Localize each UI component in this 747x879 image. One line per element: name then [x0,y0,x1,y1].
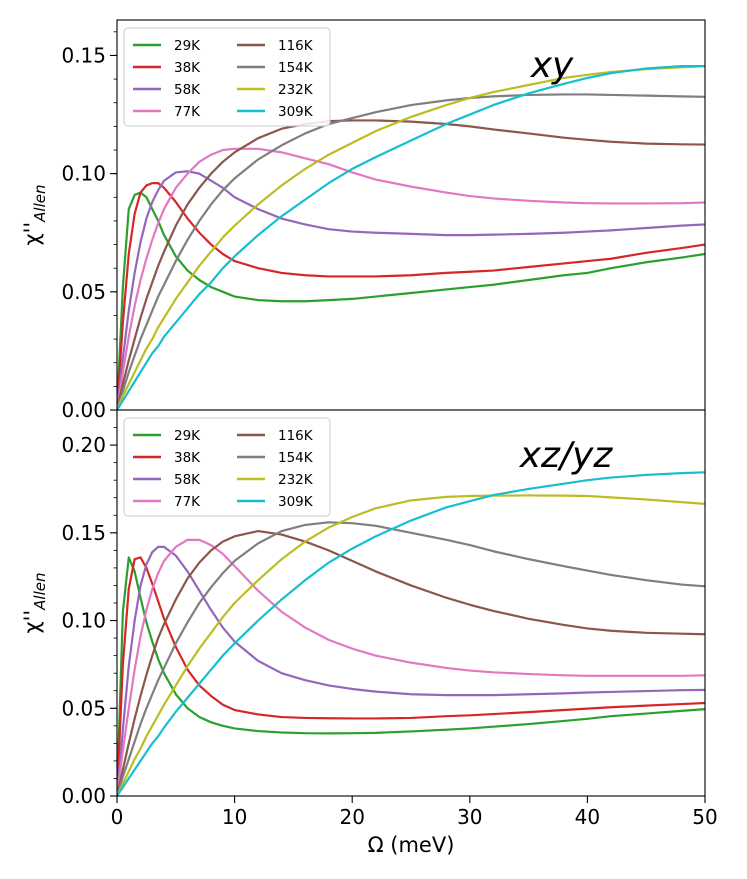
legend-label-38k: 38K [174,450,201,466]
series-group [117,471,705,796]
x-tick-label: 30 [457,805,482,829]
series-line-154k [117,93,705,410]
series-line-232k [117,494,705,796]
legend-label-116k: 116K [278,428,314,444]
x-tick-label: 0 [111,805,124,829]
y-axis-title-subscript: Allen [31,572,49,610]
series-line-116k [117,119,705,410]
legend-label-232k: 232K [278,82,314,98]
series-group [117,64,705,410]
y-tick-label: 0.10 [61,162,106,186]
y-axis-title-base: χ'' [20,610,44,634]
legend: 29K 38K 58K 77K 116K 154K 232K 309K [123,417,331,517]
series-line-154k [117,521,705,796]
legend-label-232k: 232K [278,472,314,488]
y-tick-label: 0.00 [61,398,106,422]
legend-label-29k: 29K [174,38,201,54]
legend-box [123,417,331,517]
x-axis-title: Ω (meV) [368,833,455,857]
legend-label-58k: 58K [174,82,201,98]
panel-xzyz: 0.00 0.05 0.10 0.15 0.20 χ''Allen xz/yz 29K 38K 5… [20,409,706,808]
legend-label-154k: 154K [278,450,314,466]
y-axis-title: χ''Allen [20,184,49,245]
series-line-232k [117,64,705,410]
legend-label-58k: 58K [174,472,201,488]
y-tick-label: 0.05 [61,280,106,304]
series-line-116k [117,529,705,796]
legend-label-309k: 309K [278,494,314,510]
x-tick-label: 20 [339,805,364,829]
x-tick-label: 50 [692,805,717,829]
panel-title: xz/yz [519,435,614,476]
series-line-309k [117,471,705,796]
series-line-77k [117,147,705,410]
legend-label-309k: 309K [278,104,314,120]
y-tick-label: 0.15 [61,521,106,545]
y-axis-title-base: χ'' [20,222,44,246]
legend-label-116k: 116K [278,38,314,54]
legend-label-29k: 29K [174,428,201,444]
y-tick-label: 0.00 [61,784,106,808]
x-tick-label: 40 [575,805,600,829]
series-line-29k [117,556,705,796]
series-line-29k [117,191,705,410]
legend-label-38k: 38K [174,60,201,76]
legend-label-154k: 154K [278,60,314,76]
legend: 29K 38K 58K 77K 116K 154K 232K 309K [123,27,331,127]
legend-label-77k: 77K [174,494,201,510]
series-line-58k [117,170,705,410]
y-tick-label: 0.20 [61,433,106,457]
y-axis-title-subscript: Allen [31,184,49,222]
legend-label-77k: 77K [174,104,201,120]
series-line-77k [117,538,705,796]
series-line-58k [117,545,705,796]
y-tick-label: 0.10 [61,609,106,633]
y-tick-label: 0.05 [61,696,106,720]
x-tick-label: 10 [222,805,247,829]
y-tick-label: 0.15 [61,43,106,67]
panel-title: xy [530,45,574,86]
series-line-309k [117,64,705,410]
x-axis: 0 10 20 30 40 50 Ω (meV) [111,805,718,857]
series-line-38k [117,556,705,796]
legend-box [123,27,331,127]
series-line-38k [117,181,705,410]
panel-xy: 0.00 0.05 0.10 0.15 χ''Allen xy 29K 38K 58K 77K 11… [20,19,706,422]
y-axis-title: χ''Allen [20,572,49,633]
